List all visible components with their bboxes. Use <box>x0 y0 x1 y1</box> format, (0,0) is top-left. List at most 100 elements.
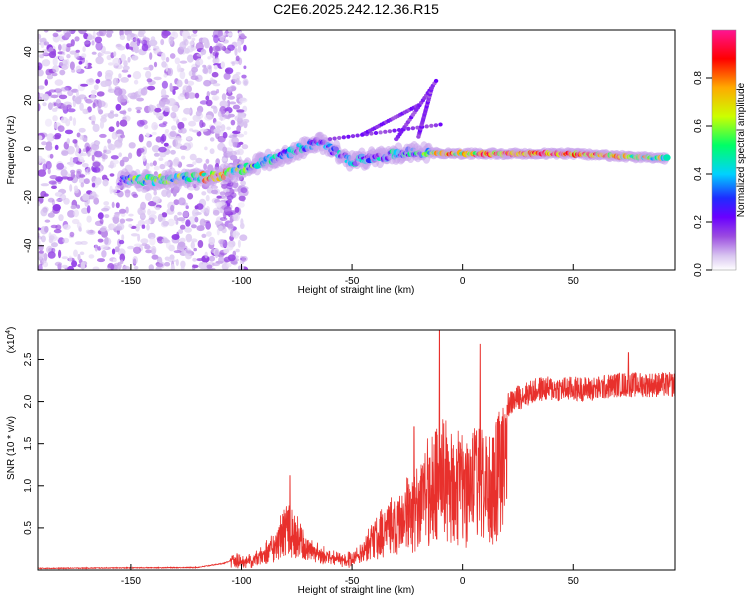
noise-speckle <box>51 185 57 189</box>
noise-speckle <box>175 219 179 225</box>
noise-speckle <box>52 115 58 122</box>
noise-speckle <box>60 104 67 111</box>
noise-speckle <box>226 99 231 108</box>
noise-speckle <box>128 223 133 228</box>
noise-speckle <box>62 224 71 231</box>
echo-streak <box>373 131 379 135</box>
noise-speckle <box>91 154 95 162</box>
noise-speckle <box>217 142 226 151</box>
noise-speckle <box>48 180 57 185</box>
noise-speckle <box>209 148 215 155</box>
noise-speckle <box>229 101 237 105</box>
noise-speckle <box>196 203 204 210</box>
noise-speckle <box>179 145 188 150</box>
noise-speckle <box>163 142 169 147</box>
noise-speckle <box>215 201 223 208</box>
noise-speckle <box>46 74 54 80</box>
noise-speckle <box>115 103 122 111</box>
noise-speckle <box>173 214 178 222</box>
noise-speckle <box>38 135 43 141</box>
spectrogram-panel: -150 -100 -50 0 50 -40 -20 0 20 40 Height of str… <box>6 29 676 296</box>
noise-speckle <box>97 52 104 57</box>
noise-speckle <box>127 56 131 63</box>
noise-speckle <box>158 157 164 162</box>
noise-speckle <box>213 97 218 101</box>
noise-speckle <box>232 141 238 148</box>
noise-speckle <box>46 133 55 142</box>
snr-panel: -150 -100 -50 0 50 0.5 1.0 1.5 2.0 2.5 Height of… <box>5 327 676 596</box>
noise-speckle <box>54 79 64 86</box>
echo-streak <box>387 129 393 134</box>
noise-speckle <box>66 43 73 48</box>
noise-speckle <box>133 246 142 254</box>
noise-speckle <box>156 103 165 108</box>
snr-y-axis-label: SNR (10 * v/v) <box>6 416 17 480</box>
noise-speckle <box>143 124 149 130</box>
noise-speckle <box>170 112 177 119</box>
noise-speckle <box>227 44 235 51</box>
noise-speckle <box>71 218 80 225</box>
noise-speckle <box>113 262 120 267</box>
noise-speckle <box>107 138 112 144</box>
noise-speckle <box>171 105 179 113</box>
noise-speckle <box>153 124 158 130</box>
noise-speckle <box>38 96 43 101</box>
noise-speckle <box>41 59 51 67</box>
noise-speckle <box>229 154 238 161</box>
noise-speckle <box>241 144 249 150</box>
snr-multiplier-exponent: 4 <box>5 330 12 334</box>
colorbar-tick-label: 0.4 <box>693 167 704 181</box>
noise-speckle <box>112 77 119 86</box>
noise-speckle <box>210 90 218 96</box>
noise-speckle <box>116 229 120 235</box>
noise-speckle <box>197 240 204 248</box>
noise-speckle <box>195 42 204 51</box>
noise-speckle <box>47 168 51 175</box>
noise-speckle <box>87 151 91 157</box>
noise-speckle <box>51 72 58 77</box>
noise-speckle <box>184 227 193 233</box>
noise-speckle <box>203 163 208 171</box>
noise-speckle <box>93 84 99 90</box>
noise-speckle <box>194 92 200 99</box>
noise-speckle <box>69 50 77 55</box>
noise-speckle <box>235 71 241 75</box>
noise-speckle <box>171 125 177 131</box>
noise-speckle <box>119 253 126 262</box>
noise-speckle <box>138 133 144 143</box>
noise-speckle <box>49 153 54 159</box>
echo-streak <box>369 131 374 136</box>
colorbar-label: Normalized spectral amplitude <box>736 82 747 217</box>
noise-speckle <box>122 116 127 121</box>
noise-speckle <box>214 249 219 259</box>
snr-multiplier-text: (x10 <box>6 333 17 353</box>
noise-speckle <box>119 110 127 115</box>
noise-speckle <box>182 85 189 93</box>
noise-speckle <box>91 51 97 55</box>
noise-speckle <box>79 134 84 140</box>
noise-speckle <box>151 131 157 136</box>
noise-speckle <box>201 262 209 270</box>
noise-speckle <box>227 113 235 118</box>
noise-speckle <box>82 193 90 201</box>
noise-speckle <box>187 192 194 200</box>
noise-speckle <box>80 182 85 188</box>
noise-speckle <box>55 98 62 108</box>
ridge-cell <box>663 154 671 161</box>
noise-speckle <box>192 71 195 77</box>
noise-speckle <box>202 67 209 74</box>
noise-speckle <box>66 138 71 145</box>
noise-speckle <box>243 65 247 70</box>
noise-speckle <box>119 208 127 214</box>
echo-streak <box>341 135 346 140</box>
noise-speckle <box>185 219 191 227</box>
noise-speckle <box>207 56 211 60</box>
noise-speckle <box>49 235 55 241</box>
noise-speckle <box>225 68 231 73</box>
noise-speckle <box>42 102 47 107</box>
colorbar-tick-label: 0.8 <box>693 71 704 85</box>
noise-speckle <box>110 110 114 114</box>
noise-speckle <box>74 188 79 194</box>
noise-speckle <box>101 152 106 159</box>
noise-speckle <box>62 237 70 244</box>
